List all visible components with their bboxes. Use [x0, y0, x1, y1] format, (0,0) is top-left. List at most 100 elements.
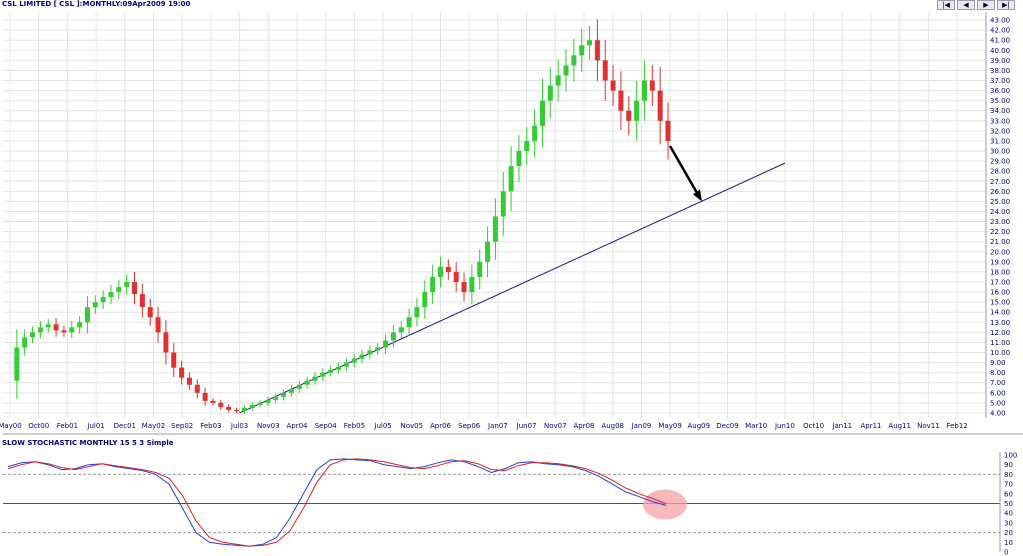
candle-body [477, 261, 483, 277]
x-tick-label: Jun07 [516, 422, 537, 430]
candle-body [398, 327, 404, 333]
candle-body [336, 366, 341, 370]
candles-layer [14, 19, 671, 414]
stoch-y-tick: 20 [1004, 529, 1013, 537]
stoch-y-tick: 100 [1004, 452, 1017, 460]
candle-body [547, 85, 553, 101]
candle-body [281, 392, 287, 397]
y-tick-label: 32.00 [990, 127, 1010, 135]
date-x-axis: May00 Oct00 Feb01 Jul01 Dec01 May02 Sep02 Feb03… [0, 422, 968, 430]
candle-body [202, 392, 208, 401]
prev-button[interactable]: ◀ [957, 0, 975, 10]
stoch-y-tick: 60 [1004, 490, 1013, 498]
y-tick-label: 14.00 [990, 309, 1010, 317]
candle-body [555, 75, 561, 86]
x-tick-label: Jul05 [373, 422, 391, 430]
candle-body [461, 281, 467, 293]
candle-body [45, 324, 51, 328]
x-tick-label: Aug08 [601, 422, 624, 430]
stoch-y-tick: 10 [1004, 539, 1013, 547]
y-tick-label: 38.00 [990, 67, 1010, 75]
x-tick-label: Nov11 [917, 422, 940, 430]
y-tick-label: 34.00 [990, 107, 1010, 115]
candle-body [414, 307, 420, 318]
candle-body [320, 372, 326, 377]
y-tick-label: 36.00 [990, 87, 1010, 95]
x-tick-label: Jul03 [230, 422, 248, 430]
stoch-k-line [7, 458, 667, 547]
x-tick-label: Jan07 [487, 422, 508, 430]
x-tick-label: Nov05 [401, 422, 424, 430]
candle-body [226, 406, 232, 410]
y-tick-label: 6.00 [990, 389, 1006, 397]
last-button[interactable]: ▶| [997, 0, 1015, 10]
y-tick-label: 21.00 [990, 238, 1010, 246]
x-tick-label: Jan11 [831, 422, 852, 430]
y-tick-label: 33.00 [990, 117, 1010, 125]
arrow-shaft [668, 145, 701, 198]
candle-body [453, 271, 459, 282]
candle-body [579, 45, 585, 56]
x-tick-label: Feb05 [344, 422, 365, 430]
stoch-y-tick: 80 [1004, 471, 1013, 479]
candle-body [265, 399, 271, 403]
candle-body [500, 191, 506, 217]
candle-body [626, 110, 632, 121]
candle-body [273, 396, 279, 400]
x-tick-label: Dec01 [114, 422, 136, 430]
candle-body [657, 90, 663, 121]
candle-body [124, 281, 130, 288]
y-tick-label: 17.00 [990, 278, 1010, 286]
candle-body [194, 384, 200, 393]
x-tick-label: Oct00 [28, 422, 49, 430]
y-tick-label: 22.00 [990, 228, 1010, 236]
candle-body [171, 352, 177, 368]
candle-body [634, 100, 640, 121]
y-tick-label: 5.00 [990, 399, 1006, 407]
candle-body [571, 55, 577, 66]
candle-body [139, 294, 145, 308]
x-tick-label: Apr04 [286, 422, 308, 430]
candle-body [69, 327, 75, 333]
y-tick-label: 28.00 [990, 168, 1010, 176]
stoch-y-tick: 70 [1004, 481, 1013, 489]
y-tick-label: 40.00 [990, 47, 1010, 55]
x-tick-label: Oct10 [803, 422, 824, 430]
candle-body [351, 358, 357, 363]
candle-body [383, 340, 389, 348]
x-tick-label: Nov07 [544, 422, 567, 430]
y-tick-label: 35.00 [990, 97, 1010, 105]
candle-body [22, 337, 28, 348]
candle-body [186, 377, 192, 385]
x-tick-label: Jun10 [774, 422, 795, 430]
x-tick-label: May00 [0, 422, 22, 430]
x-tick-label: Feb12 [946, 422, 967, 430]
first-button[interactable]: |◀ [937, 0, 955, 10]
candle-body [508, 166, 514, 192]
arrow-head [693, 189, 702, 202]
x-tick-label: Aug11 [888, 422, 911, 430]
candle-body [649, 80, 655, 91]
candle-body [155, 317, 161, 333]
y-tick-label: 13.00 [990, 319, 1010, 327]
y-tick-label: 26.00 [990, 188, 1010, 196]
next-button[interactable]: ▶ [977, 0, 995, 10]
x-tick-label: Sep04 [315, 422, 338, 430]
price-y-axis: 4.00 5.00 6.00 7.00 8.00 9.00 10.00 11.00 12.00 1… [990, 17, 1010, 418]
candle-body [77, 322, 83, 328]
y-tick-label: 16.00 [990, 289, 1010, 297]
candle-body [163, 332, 169, 353]
candle-body [288, 388, 294, 393]
y-tick-label: 43.00 [990, 17, 1010, 25]
candle-body [665, 120, 671, 141]
candle-body [343, 362, 349, 367]
x-tick-label: Jan09 [631, 422, 652, 430]
y-tick-label: 19.00 [990, 258, 1010, 266]
candle-body [108, 292, 114, 298]
candle-body [179, 367, 185, 378]
x-tick-label: May02 [142, 422, 165, 430]
candle-body [241, 407, 247, 411]
y-tick-label: 29.00 [990, 158, 1010, 166]
candle-body [539, 100, 545, 126]
